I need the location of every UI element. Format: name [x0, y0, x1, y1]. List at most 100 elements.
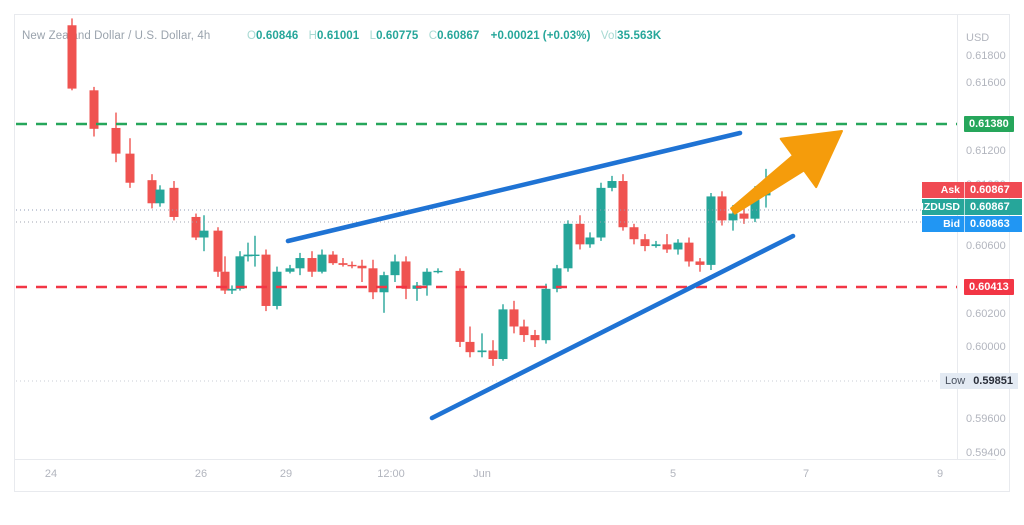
candle-body: [422, 271, 432, 286]
candle-body: [728, 213, 738, 221]
candle-body: [717, 196, 727, 221]
candle-body: [328, 254, 338, 264]
candle-body: [67, 25, 77, 89]
change-value: +0.00021: [490, 30, 540, 42]
candle-body: [607, 181, 617, 188]
quote-badge-stack[interactable]: Ask 0.60867 NZDUSD 0.60867 Bid 0.60863: [916, 182, 1022, 233]
chart-frame: [14, 14, 1010, 492]
candle-body: [684, 242, 694, 262]
candle-body: [125, 153, 135, 183]
candle-body: [199, 230, 209, 238]
candle-body: [250, 254, 260, 257]
candle-body: [357, 265, 367, 269]
candle-body: [465, 341, 475, 353]
candle-body: [477, 350, 487, 353]
time-scale[interactable]: 24 26 29 12:00 Jun 5 7 9: [15, 464, 963, 490]
candle-body: [629, 227, 639, 240]
candle-body: [750, 191, 760, 219]
time-axis-tick: 24: [44, 468, 58, 480]
high-value: 0.61001: [317, 30, 360, 42]
candle-body: [433, 270, 443, 273]
candle-body: [488, 350, 498, 360]
candle-body: [220, 271, 230, 291]
currency-label: USD: [966, 32, 990, 44]
price-axis-tick: 0.61800: [966, 50, 1006, 62]
candle-body: [307, 258, 317, 272]
quote-badge-bid[interactable]: Bid 0.60863: [922, 216, 1022, 232]
candle-body: [596, 187, 606, 238]
low-value: 0.59851: [973, 375, 1013, 387]
time-axis-tick: 9: [936, 468, 944, 480]
candle-body: [213, 230, 223, 272]
price-level-lines: [16, 122, 957, 382]
upper-trendline[interactable]: [285, 130, 743, 244]
price-axis-divider: [957, 15, 958, 460]
bullish-arrow-drawing[interactable]: [730, 130, 843, 215]
candle-body: [662, 244, 672, 250]
candle-body: [585, 237, 595, 245]
candle-body: [272, 271, 282, 306]
candle-body: [575, 223, 585, 245]
candle-body: [295, 258, 305, 269]
price-axis-tick: 0.60200: [966, 308, 1006, 320]
arrow-shape[interactable]: [730, 130, 843, 215]
price-axis-tick: 0.60600: [966, 240, 1006, 252]
price-axis-tick: 0.61600: [966, 77, 1006, 89]
candle-body: [455, 270, 465, 342]
price-axis-tick: 0.59400: [966, 447, 1006, 459]
candle-body: [509, 309, 519, 327]
low-price-label: Low 0.59851: [940, 373, 1018, 389]
time-axis-tick: 26: [194, 468, 208, 480]
candle-body: [317, 254, 327, 272]
time-axis-tick: Jun: [473, 468, 491, 480]
candle-body: [618, 181, 628, 228]
candle-body: [235, 256, 245, 289]
quote-badge-label: NZDUSD: [916, 199, 964, 215]
low-key: L: [369, 30, 377, 42]
price-axis-tick: 0.59600: [966, 413, 1006, 425]
candle-body: [530, 335, 540, 341]
candle-body: [651, 244, 661, 247]
candle-body: [285, 268, 295, 272]
candle-body: [261, 254, 271, 306]
open-value: 0.60846: [256, 30, 299, 42]
resistance-price-label: 0.61380: [964, 116, 1014, 132]
candle-body: [519, 326, 529, 336]
candle-body: [401, 261, 411, 289]
change-percent: (+0.03%): [542, 30, 591, 42]
quote-badge-label: Bid: [922, 216, 964, 232]
time-axis-tick: 7: [802, 468, 810, 480]
candle-body: [563, 223, 573, 269]
candle-body: [111, 127, 121, 154]
quote-badge-ask[interactable]: Ask 0.60867: [922, 182, 1022, 198]
price-axis-tick: 0.61200: [966, 145, 1006, 157]
close-value: 0.60867: [437, 30, 480, 42]
candle-body: [739, 213, 749, 219]
quote-badge-value: 0.60863: [964, 216, 1022, 232]
candle-body: [541, 288, 551, 341]
lower-trendline[interactable]: [429, 233, 796, 421]
trendline-drawings[interactable]: [285, 130, 796, 421]
price-scale[interactable]: USD 0.618000.616000.612000.610000.606000…: [940, 15, 1024, 470]
time-axis-divider: [15, 459, 996, 460]
quote-badge-label: Ask: [922, 182, 964, 198]
candle-body: [640, 239, 650, 247]
low-prefix: Low: [945, 375, 966, 387]
candle-body: [191, 216, 201, 238]
candle-body: [390, 261, 400, 276]
low-value: 0.60775: [376, 30, 419, 42]
volume-key: Vol: [600, 30, 618, 42]
candle-body: [338, 263, 348, 265]
quote-badge-nzdusd[interactable]: NZDUSD 0.60867: [916, 199, 1022, 215]
quote-badge-value: 0.60867: [964, 182, 1022, 198]
candle-body: [552, 268, 562, 289]
candle-body: [89, 90, 99, 129]
volume-value: 35.563K: [617, 30, 662, 42]
candle-body: [368, 268, 378, 293]
candle-body: [227, 288, 237, 291]
candle-body: [695, 261, 705, 265]
candle-body: [498, 309, 508, 360]
open-key: O: [247, 30, 257, 42]
candle-body: [673, 242, 683, 250]
